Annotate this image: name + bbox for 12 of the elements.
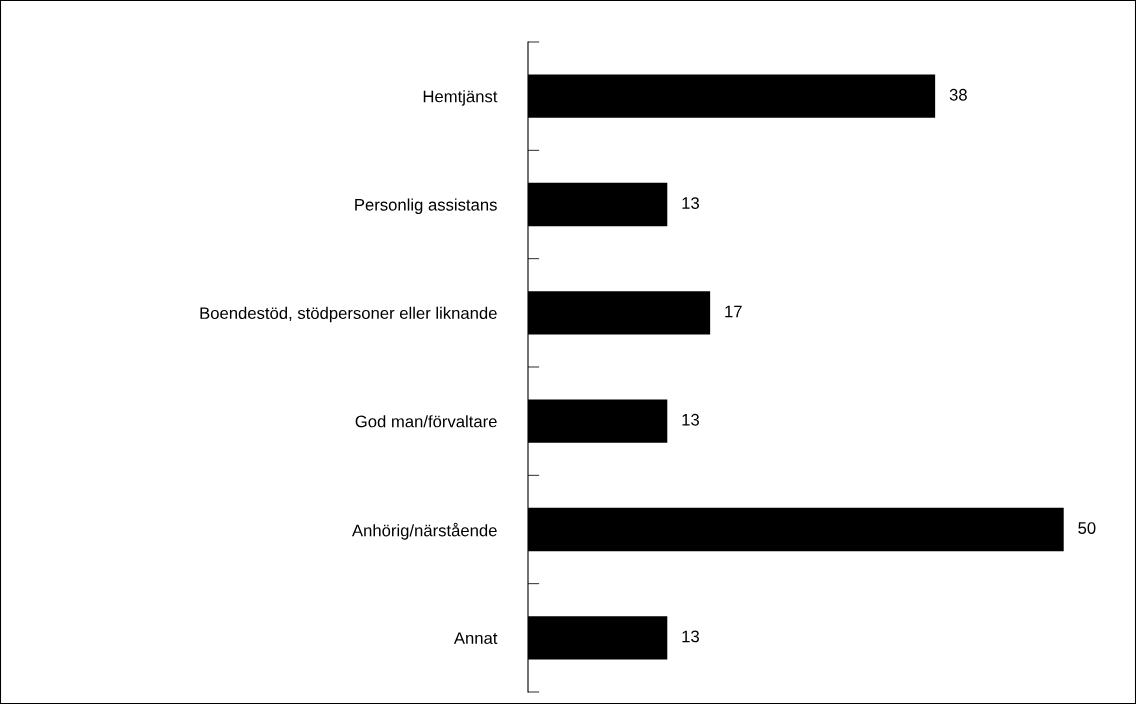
data-label: 38: [949, 88, 967, 101]
y-tick-label: Hemtjänst: [423, 90, 498, 106]
y-tick-label: Personlig assistans: [355, 198, 497, 214]
y-tick-label: Anhörig/närstående: [352, 522, 497, 540]
data-label: 13: [682, 197, 699, 209]
data-label: 13: [682, 630, 699, 643]
y-tick-label: God man/förvaltare: [355, 415, 497, 428]
data-label: 50: [1078, 522, 1096, 534]
y-tick-label: Annat: [453, 632, 498, 645]
data-label: 13: [682, 413, 699, 426]
y-tick-label: Boendestöd, stödpersoner eller liknande: [200, 306, 497, 323]
data-label: 17: [725, 305, 742, 318]
